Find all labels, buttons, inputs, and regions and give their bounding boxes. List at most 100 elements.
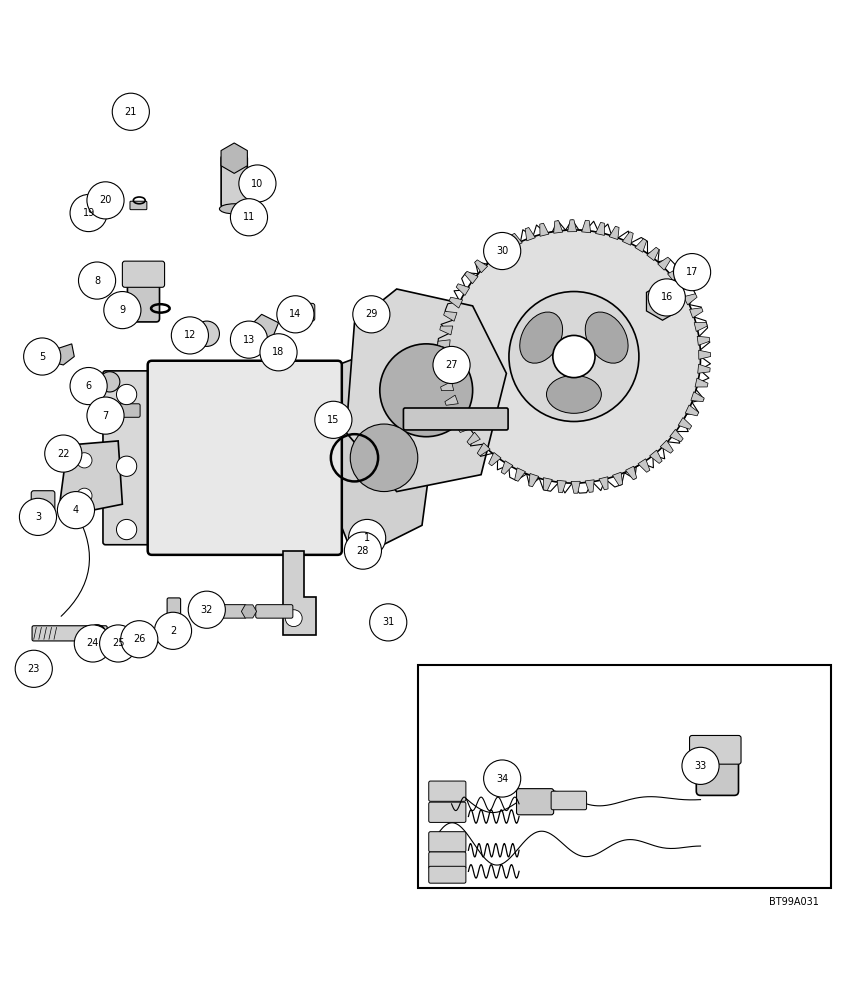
Polygon shape [635,239,647,252]
Text: 11: 11 [243,212,255,222]
Polygon shape [660,440,674,453]
FancyBboxPatch shape [209,605,246,618]
Polygon shape [596,222,604,235]
Text: 26: 26 [133,634,145,644]
Text: 9: 9 [119,305,126,315]
Circle shape [239,165,276,202]
Polygon shape [489,452,501,466]
Polygon shape [511,233,522,247]
Circle shape [674,254,711,291]
Circle shape [100,625,137,662]
Text: 34: 34 [496,774,508,784]
Polygon shape [477,443,490,456]
Circle shape [70,194,107,232]
Text: 32: 32 [201,605,213,615]
Polygon shape [501,461,513,474]
Polygon shape [338,340,439,559]
Text: 3: 3 [35,512,41,522]
Text: 23: 23 [28,664,40,674]
Polygon shape [694,322,707,331]
Ellipse shape [547,375,601,413]
Polygon shape [679,418,692,429]
FancyBboxPatch shape [696,736,738,795]
Circle shape [315,401,352,438]
FancyBboxPatch shape [429,866,466,883]
FancyBboxPatch shape [429,781,466,801]
Text: 27: 27 [446,360,457,370]
Polygon shape [456,284,469,295]
FancyBboxPatch shape [429,852,466,869]
Polygon shape [221,143,247,173]
Polygon shape [195,605,210,618]
Circle shape [45,435,82,472]
Polygon shape [695,378,708,387]
FancyBboxPatch shape [429,802,466,822]
Text: 7: 7 [102,411,109,421]
Polygon shape [440,326,452,335]
Circle shape [380,344,473,437]
Polygon shape [515,468,526,481]
Text: 19: 19 [83,208,95,218]
Polygon shape [698,364,710,373]
Circle shape [100,372,120,392]
Polygon shape [437,354,449,363]
Polygon shape [599,477,608,490]
Circle shape [350,424,418,492]
FancyBboxPatch shape [221,156,247,207]
FancyBboxPatch shape [118,404,140,417]
Text: 21: 21 [125,107,137,117]
Circle shape [24,338,61,375]
Circle shape [87,182,124,219]
Polygon shape [465,271,478,284]
Circle shape [116,456,137,476]
Polygon shape [690,308,703,318]
FancyBboxPatch shape [32,626,107,641]
Polygon shape [354,534,376,559]
Circle shape [370,604,407,641]
Polygon shape [568,220,576,232]
Polygon shape [346,289,506,492]
Polygon shape [699,350,711,359]
Text: 4: 4 [73,505,79,515]
Polygon shape [241,605,257,618]
Polygon shape [622,232,633,245]
Circle shape [260,334,297,371]
FancyBboxPatch shape [134,628,149,638]
Text: 20: 20 [100,195,111,205]
Polygon shape [638,459,650,472]
Circle shape [285,610,302,627]
Text: 14: 14 [289,309,301,319]
FancyBboxPatch shape [31,491,55,511]
Circle shape [230,199,268,236]
Polygon shape [691,392,704,402]
Polygon shape [697,336,710,345]
Polygon shape [625,466,636,480]
FancyBboxPatch shape [551,791,587,810]
FancyBboxPatch shape [418,665,831,888]
Circle shape [104,292,141,329]
Polygon shape [451,408,464,419]
Text: 1: 1 [364,533,371,543]
Text: 33: 33 [695,761,706,771]
Circle shape [230,321,268,358]
Text: 25: 25 [112,638,124,648]
Text: 18: 18 [273,347,284,357]
Circle shape [648,279,685,316]
Text: BT99A031: BT99A031 [769,897,819,907]
Circle shape [15,650,52,687]
Circle shape [349,519,386,557]
Text: 5: 5 [39,352,46,362]
Polygon shape [613,472,623,486]
Ellipse shape [219,204,250,214]
Polygon shape [676,281,690,292]
Circle shape [116,519,137,540]
Circle shape [154,612,192,649]
Text: 17: 17 [686,267,698,277]
Polygon shape [485,250,498,263]
Polygon shape [585,480,594,492]
Polygon shape [283,551,316,635]
FancyBboxPatch shape [403,408,508,430]
Text: 8: 8 [94,276,100,286]
FancyBboxPatch shape [289,303,315,321]
Polygon shape [445,395,458,405]
